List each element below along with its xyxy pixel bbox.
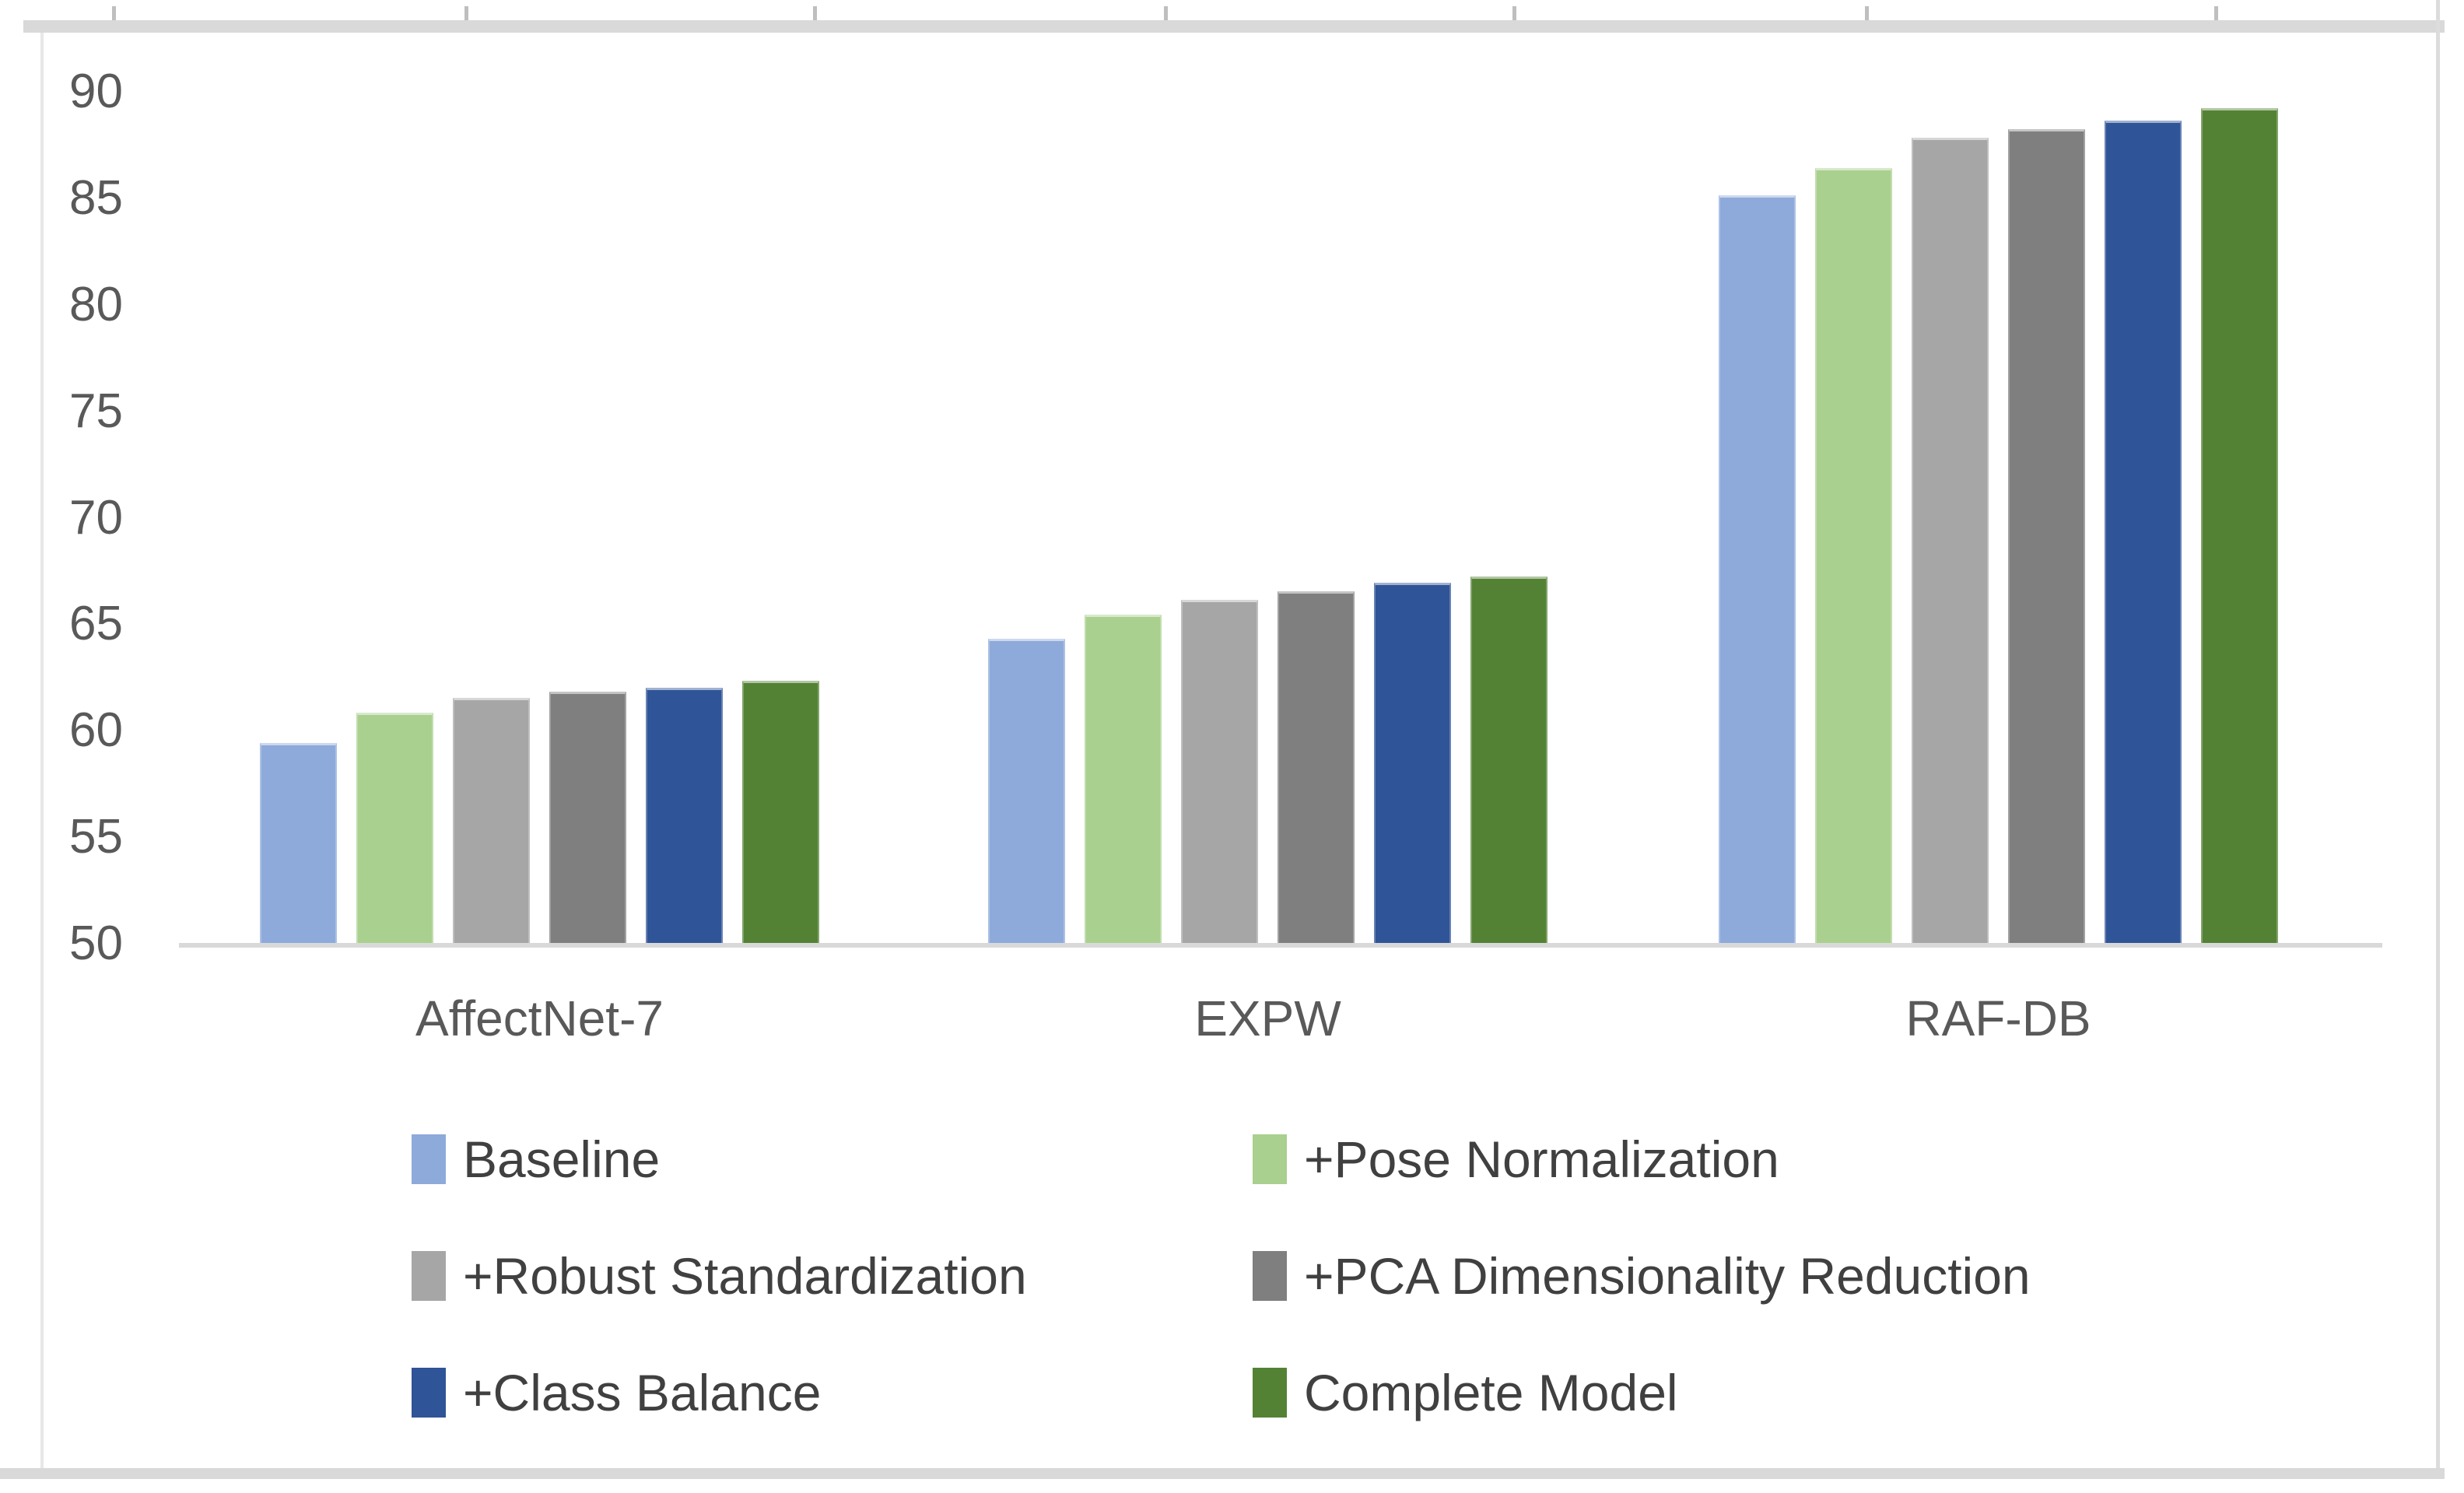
frame-left-border xyxy=(40,33,44,1470)
bar-RAF-DB-+Robust Standardization xyxy=(1912,138,1989,943)
ruler-tick xyxy=(1865,6,1869,20)
category-label-AffectNet-7: AffectNet-7 xyxy=(415,990,664,1046)
legend-swatch xyxy=(412,1251,446,1301)
bar-AffectNet-7-Complete Model xyxy=(742,681,819,943)
y-axis-tick-label: 70 xyxy=(69,490,123,545)
ruler-tick xyxy=(1164,6,1168,20)
y-axis-tick-label: 55 xyxy=(69,810,123,864)
ruler-tick xyxy=(1512,6,1516,20)
y-axis-tick-label: 65 xyxy=(69,597,123,651)
x-axis-line xyxy=(179,943,2382,948)
y-axis-tick-label: 80 xyxy=(69,277,123,331)
legend-label: +PCA Dimensionality Reduction xyxy=(1304,1247,2031,1305)
ruler-tick xyxy=(2214,6,2218,20)
legend-swatch xyxy=(412,1368,446,1418)
y-axis-tick-label: 85 xyxy=(69,170,123,225)
legend-swatch xyxy=(1253,1251,1287,1301)
legend-label: +Pose Normalization xyxy=(1304,1130,1779,1188)
category-label-EXPW: EXPW xyxy=(1194,990,1341,1046)
bar-EXPW-+Class Balance xyxy=(1374,583,1451,943)
bar-EXPW-Baseline xyxy=(988,638,1065,943)
legend-label: Complete Model xyxy=(1304,1364,1678,1421)
category-label-RAF-DB: RAF-DB xyxy=(1905,990,2091,1046)
frame-right-border xyxy=(2436,0,2440,1473)
y-axis-tick-label: 75 xyxy=(69,384,123,438)
bar-AffectNet-7-+Class Balance xyxy=(646,687,723,943)
bar-RAF-DB-+Pose Normalization xyxy=(1815,167,1892,943)
bar-EXPW-+Pose Normalization xyxy=(1085,615,1162,943)
bar-AffectNet-7-Baseline xyxy=(260,742,337,943)
y-axis-tick-label: 60 xyxy=(69,703,123,758)
ruler-tick xyxy=(112,6,116,20)
legend-label: Baseline xyxy=(463,1130,661,1188)
legend-swatch xyxy=(1253,1368,1287,1418)
top-ruler-band xyxy=(23,20,2445,33)
ruler-tick xyxy=(813,6,817,20)
bar-RAF-DB-+Class Balance xyxy=(2105,121,2182,943)
legend-swatch xyxy=(1253,1134,1287,1184)
bar-EXPW-+Robust Standardization xyxy=(1181,600,1258,943)
bar-RAF-DB-+PCA Dimensionality Reduction xyxy=(2008,129,2085,943)
legend-label: +Robust Standardization xyxy=(463,1247,1027,1305)
frame-bottom-border xyxy=(0,1468,2445,1479)
bar-EXPW-Complete Model xyxy=(1470,577,1547,943)
bar-AffectNet-7-+Robust Standardization xyxy=(453,698,530,943)
y-axis-tick-label: 50 xyxy=(69,916,123,970)
legend-label: +Class Balance xyxy=(463,1364,822,1421)
bar-AffectNet-7-+PCA Dimensionality Reduction xyxy=(549,691,626,943)
bar-AffectNet-7-+Pose Normalization xyxy=(356,713,433,943)
ruler-tick xyxy=(464,6,468,20)
bar-RAF-DB-Complete Model xyxy=(2201,107,2278,943)
y-axis-tick-label: 90 xyxy=(69,65,123,118)
bar-RAF-DB-Baseline xyxy=(1719,195,1796,943)
bar-EXPW-+PCA Dimensionality Reduction xyxy=(1278,591,1355,943)
legend-swatch xyxy=(412,1134,446,1184)
